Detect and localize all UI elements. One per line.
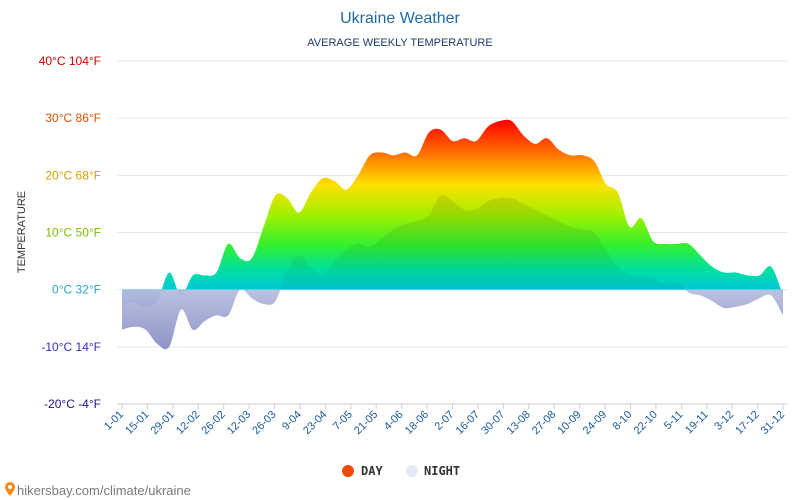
x-tick-label: 24-09 <box>581 409 609 437</box>
x-tick-label: 13-08 <box>505 409 533 437</box>
y-tick-label: -20°C -4°F <box>44 397 101 411</box>
night-area-warm <box>122 194 783 290</box>
y-tick-label: 20°C 68°F <box>45 168 101 182</box>
y-tick-label: -10°C 14°F <box>41 340 101 354</box>
x-tick-label: 18-06 <box>403 409 431 437</box>
x-tick-label: 27-08 <box>530 409 558 437</box>
y-axis-label: TEMPERATURE <box>16 191 28 273</box>
temperature-areas <box>122 119 783 350</box>
legend-night-swatch[interactable] <box>406 465 418 477</box>
series-night <box>122 194 783 350</box>
x-tick-label: 26-03 <box>250 409 278 437</box>
chart-subtitle: AVERAGE WEEKLY TEMPERATURE <box>307 37 492 49</box>
x-tick-label: 12-02 <box>174 409 202 437</box>
night-area-cold <box>122 290 783 350</box>
y-tick-label: 40°C 104°F <box>39 54 101 68</box>
x-tick-label: 31-12 <box>759 409 787 437</box>
x-tick-label: 19-11 <box>683 409 711 437</box>
y-tick-label: 0°C 32°F <box>52 283 101 297</box>
legend-day-label[interactable]: DAY <box>361 464 383 478</box>
x-tick-label: 15-01 <box>123 409 151 437</box>
x-tick-label: 23-04 <box>301 409 329 437</box>
x-tick-label: 12-03 <box>225 409 253 437</box>
map-pin-icon <box>5 482 15 496</box>
x-tick-label: 21-05 <box>352 409 380 437</box>
x-tick-label: 30-07 <box>479 409 507 437</box>
x-tick-label: 5-11 <box>662 409 685 432</box>
source-credit[interactable]: hikersbay.com/climate/ukraine <box>5 482 191 498</box>
legend-day-swatch[interactable] <box>342 465 354 477</box>
x-tick-label: 22-10 <box>632 409 660 437</box>
x-tick-label: 10-09 <box>555 409 583 437</box>
legend: DAY NIGHT <box>342 464 460 478</box>
y-axis-ticks: 40°C 104°F 30°C 86°F 20°C 68°F 10°C 50°F 0°C… <box>39 54 101 411</box>
x-tick-label: 29-01 <box>149 409 177 437</box>
x-tick-label: 26-02 <box>199 409 227 437</box>
y-tick-label: 30°C 86°F <box>45 111 101 125</box>
x-tick-label: 17-12 <box>733 409 761 437</box>
x-tick-label: 16-07 <box>454 409 482 437</box>
chart-title: Ukraine Weather <box>340 10 460 27</box>
y-tick-label: 10°C 50°F <box>45 226 101 240</box>
source-link[interactable]: hikersbay.com/climate/ukraine <box>17 483 191 498</box>
legend-night-label[interactable]: NIGHT <box>424 464 460 478</box>
